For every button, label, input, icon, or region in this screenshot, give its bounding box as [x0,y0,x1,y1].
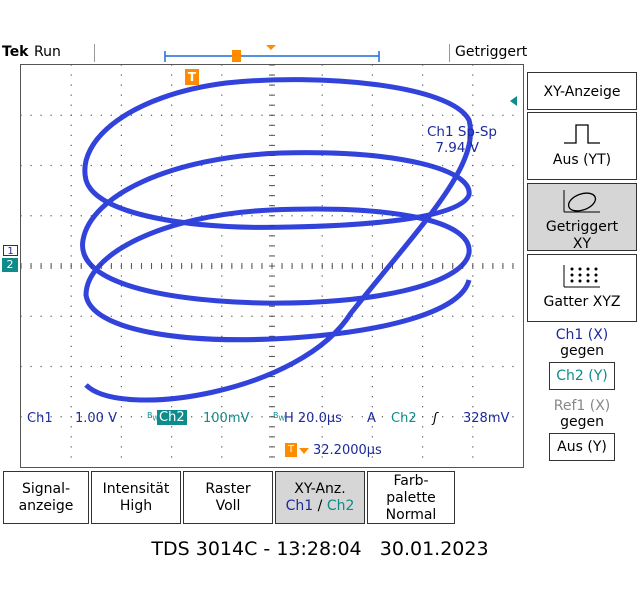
menu-pointer-icon [510,96,517,106]
signal-display-line1: Signal- [21,481,71,497]
horizontal-scale: H 20.0µs [284,411,342,426]
trigger-position: 32.2000µs [313,443,382,458]
xy-display-line2: Ch1 / Ch2 [285,498,355,514]
ch1-scale: 1.00 V [75,411,117,426]
trigger-status: Getriggert [455,44,528,60]
ref1-y-selector[interactable]: Aus (Y) [549,433,615,461]
ch2-y-selector[interactable]: Ch2 (Y) [549,362,615,390]
triggered-xy-line1: Getriggert [545,219,619,235]
gated-xyz-button[interactable]: Gatter XYZ [527,254,637,322]
ref1-x-label: Ref1 (X) [553,398,611,414]
trigger-arrow-icon [299,448,309,454]
graticule-line2: Voll [215,498,241,514]
xy-ellipse-icon [563,190,600,213]
xy-off-yt-label: Aus (YT) [552,152,612,168]
ch2-scale: 100mV [203,411,250,426]
trigger-source: Ch2 [391,411,417,426]
signal-display-button[interactable]: Signal- anzeige [3,471,89,524]
measurement-label: Ch1 Sp-Sp [426,124,497,140]
triggered-xy-button[interactable]: Getriggert XY [527,183,637,252]
measurement-value: 7.94 V [435,140,479,156]
ch1-gegen-label: gegen [560,343,604,359]
xy-display-line1: XY-Anz. [294,481,346,497]
ch2-ground-marker[interactable]: 2 [2,258,18,272]
graticule [21,65,514,458]
color-palette-line2: palette [386,490,436,506]
intensity-button[interactable]: Intensität High [91,471,181,524]
trigger-time-marker: T [185,69,199,85]
trigger-position-icon: T [285,443,297,457]
triggered-xy-line2: XY [572,236,592,252]
ref1-gegen-label: gegen [560,414,604,430]
trigger-point-icon [266,45,276,50]
color-palette-button[interactable]: Farb- palette Normal [367,471,455,524]
acquisition-mode: A [367,411,376,426]
bandwidth-icon: BW [147,411,160,423]
signal-display-line2: anzeige [18,498,74,514]
graticule-button[interactable]: Raster Voll [183,471,273,524]
run-state: Run [34,44,61,60]
color-palette-line3: Normal [385,507,437,523]
side-menu-title-box: XY-Anzeige [527,72,637,110]
waveform-display[interactable]: T Ch1 Sp-Sp 7.94 V Ch1 1.00 V BW Ch2 100… [20,64,524,468]
xy-display-button[interactable]: XY-Anz. Ch1 / Ch2 [275,471,365,524]
intensity-line1: Intensität [102,481,170,497]
trigger-slope-icon: ʃ [433,411,438,426]
ch2-label: Ch2 [157,410,187,425]
xy-off-yt-button[interactable]: Aus (YT) [527,112,637,180]
ch1-ground-marker[interactable]: 1 [3,245,18,257]
brand-logo: Tek [2,44,29,60]
trigger-level: 328mV [463,411,510,426]
ch1-label: Ch1 [27,411,53,426]
footer-caption: TDS 3014C - 13:28:04 30.01.2023 [151,538,489,560]
ch1-vs-label: Ch1 (X) gegen [527,327,637,359]
dot-grid-icon [563,265,600,288]
ref1-vs-label: Ref1 (X) gegen [527,398,637,430]
intensity-line2: High [119,498,153,514]
header-divider-right [449,44,450,62]
xy-trace [80,77,473,403]
record-trigger-marker-icon [232,50,241,62]
header-divider-left [94,44,95,62]
color-palette-line1: Farb- [393,473,429,489]
ch1-x-label: Ch1 (X) [555,327,609,343]
side-menu-title: XY-Anzeige [543,84,621,100]
yt-waveform-icon [564,124,600,144]
gated-xyz-label: Gatter XYZ [543,294,621,310]
bandwidth-h-icon: BW [273,411,286,423]
graticule-line1: Raster [205,481,251,497]
record-position-bar[interactable] [160,42,385,64]
